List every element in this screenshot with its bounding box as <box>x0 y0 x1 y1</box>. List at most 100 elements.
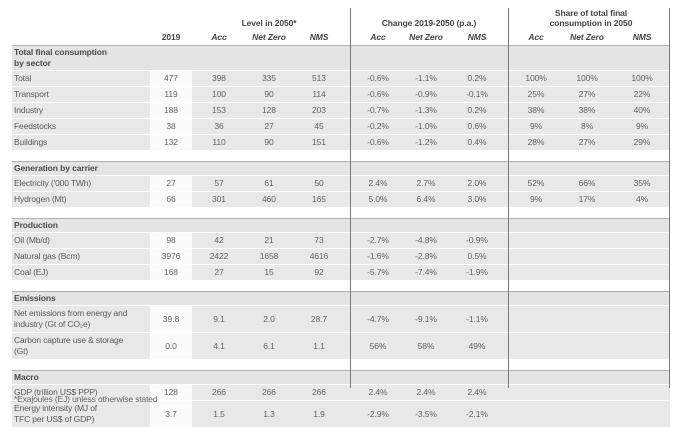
table-row: Hydrogen (Mt) 66 301 460 165 5.0% 6.4% 3.0% 9% 17… <box>12 191 670 207</box>
value-change: -0.9% <box>415 89 437 99</box>
value-change: 2.4% <box>467 387 487 397</box>
value-level: 1.1 <box>313 340 325 351</box>
value-change: 5.0% <box>368 194 388 204</box>
table-row: Transport 119 100 90 114 -0.6% -0.9% -0.1% 25% 27… <box>12 86 670 102</box>
value-change: -2.1% <box>466 408 488 419</box>
scenarios-summary-page: Level in 2050* Change 2019-2050 (p.a.) S… <box>12 5 670 427</box>
value-change: -0.6% <box>367 89 389 99</box>
row-label: Total <box>14 73 32 83</box>
column-header-netzero: Net Zero <box>570 32 604 42</box>
table-row: GDP (trillion US$ PPP) 128 266 266 266 2.4% 2.… <box>12 384 670 400</box>
value-change: -3.5% <box>415 408 437 419</box>
value-share: 38% <box>527 105 545 115</box>
value-level: 61 <box>264 178 274 188</box>
group-header-label: Change 2019-2050 (p.a.) <box>381 17 477 28</box>
value-share: 66% <box>578 178 596 188</box>
value-change: -1.2% <box>415 137 437 147</box>
value-level: 57 <box>214 178 224 188</box>
value-2019: 3.7 <box>150 401 192 427</box>
divider-line <box>508 8 509 388</box>
value-level: 2.0 <box>263 313 275 324</box>
value-share: 4% <box>635 194 649 204</box>
row-label: Electricity ('000 TWh) <box>14 178 92 188</box>
value-level: 100 <box>212 89 226 99</box>
value-change: -0.6% <box>367 73 389 83</box>
value-level: 114 <box>312 89 326 99</box>
value-level: 460 <box>262 194 276 204</box>
value-share: 22% <box>633 89 651 99</box>
value-change: 0.2% <box>467 73 487 83</box>
row-label: Carbon capture use & storage (Gt) <box>14 335 124 356</box>
value-share: 100% <box>525 73 547 83</box>
column-header-acc: Acc <box>370 32 386 42</box>
section-title: Production <box>14 220 58 230</box>
value-share <box>614 385 670 400</box>
value-level: 203 <box>312 105 326 115</box>
value-level: 1.9 <box>313 408 325 419</box>
value-change: -5.7% <box>367 267 389 277</box>
value-level: 92 <box>314 267 324 277</box>
value-change: -1.9% <box>466 267 488 277</box>
value-change: 6.4% <box>416 194 436 204</box>
value-change: -0.1% <box>466 89 488 99</box>
value-share: 25% <box>527 89 545 99</box>
section-header-row: Macro <box>12 370 670 384</box>
value-2019: 27 <box>150 176 192 191</box>
value-change: 0.4% <box>467 137 487 147</box>
value-2019: 168 <box>150 265 192 280</box>
row-label: Feedstocks <box>14 121 56 131</box>
value-level: 398 <box>212 73 226 83</box>
section-header-row: Generation by carrier <box>12 161 670 175</box>
value-change: -1.3% <box>415 105 437 115</box>
value-2019: 119 <box>150 87 192 102</box>
value-change: -1.0% <box>415 121 437 131</box>
value-share: 40% <box>633 105 651 115</box>
row-label: Transport <box>14 89 49 99</box>
value-share <box>512 333 560 359</box>
value-change: -0.2% <box>367 121 389 131</box>
value-level: 73 <box>314 235 324 245</box>
value-change: 2.4% <box>416 387 436 397</box>
table-row: Feedstocks 38 36 27 45 -0.2% -1.0% 0.6% 9% 8% 9% <box>12 118 670 134</box>
value-change: -2.7% <box>367 235 389 245</box>
value-share <box>614 265 670 280</box>
value-level: 165 <box>312 194 326 204</box>
value-share: 29% <box>633 137 651 147</box>
group-header-level-2050: Level in 2050* <box>192 5 346 28</box>
value-share <box>512 233 560 248</box>
column-header-nms: NMS <box>632 32 652 42</box>
value-share <box>560 306 614 332</box>
value-share: 28% <box>527 137 545 147</box>
value-level: 1658 <box>259 251 279 261</box>
value-share <box>560 401 614 427</box>
value-share: 8% <box>580 121 594 131</box>
value-share <box>512 249 560 264</box>
value-level: 27 <box>214 267 224 277</box>
section-header-row: Production <box>12 218 670 232</box>
value-share: 9% <box>529 194 543 204</box>
value-share: 38% <box>578 105 596 115</box>
column-header-nms: NMS <box>467 32 487 42</box>
value-2019: 477 <box>150 71 192 86</box>
value-level: 90 <box>264 89 274 99</box>
value-level: 128 <box>262 105 276 115</box>
table-row: Energy intensity (MJ of TFC per US$ of G… <box>12 400 670 427</box>
section-header-row: Total final consumption by sector <box>12 45 670 70</box>
value-level: 21 <box>264 235 274 245</box>
header-column-row: 2019 Acc Net Zero NMS Acc Net Zero NMS A… <box>12 28 670 45</box>
value-share <box>512 401 560 427</box>
value-share: 27% <box>578 137 596 147</box>
value-level: 301 <box>212 194 226 204</box>
value-change: 56% <box>369 340 387 351</box>
value-share <box>560 265 614 280</box>
table-row: Net emissions from energy and industry (… <box>12 305 670 332</box>
value-level: 42 <box>214 235 224 245</box>
value-2019: 3976 <box>150 249 192 264</box>
value-level: 15 <box>264 267 274 277</box>
value-share: 35% <box>633 178 651 188</box>
value-change: 2.0% <box>467 178 487 188</box>
section-title: Emissions <box>14 293 56 303</box>
value-level: 1.5 <box>213 408 225 419</box>
row-label: Coal (EJ) <box>14 267 49 277</box>
row-label: Hydrogen (Mt) <box>14 194 67 204</box>
